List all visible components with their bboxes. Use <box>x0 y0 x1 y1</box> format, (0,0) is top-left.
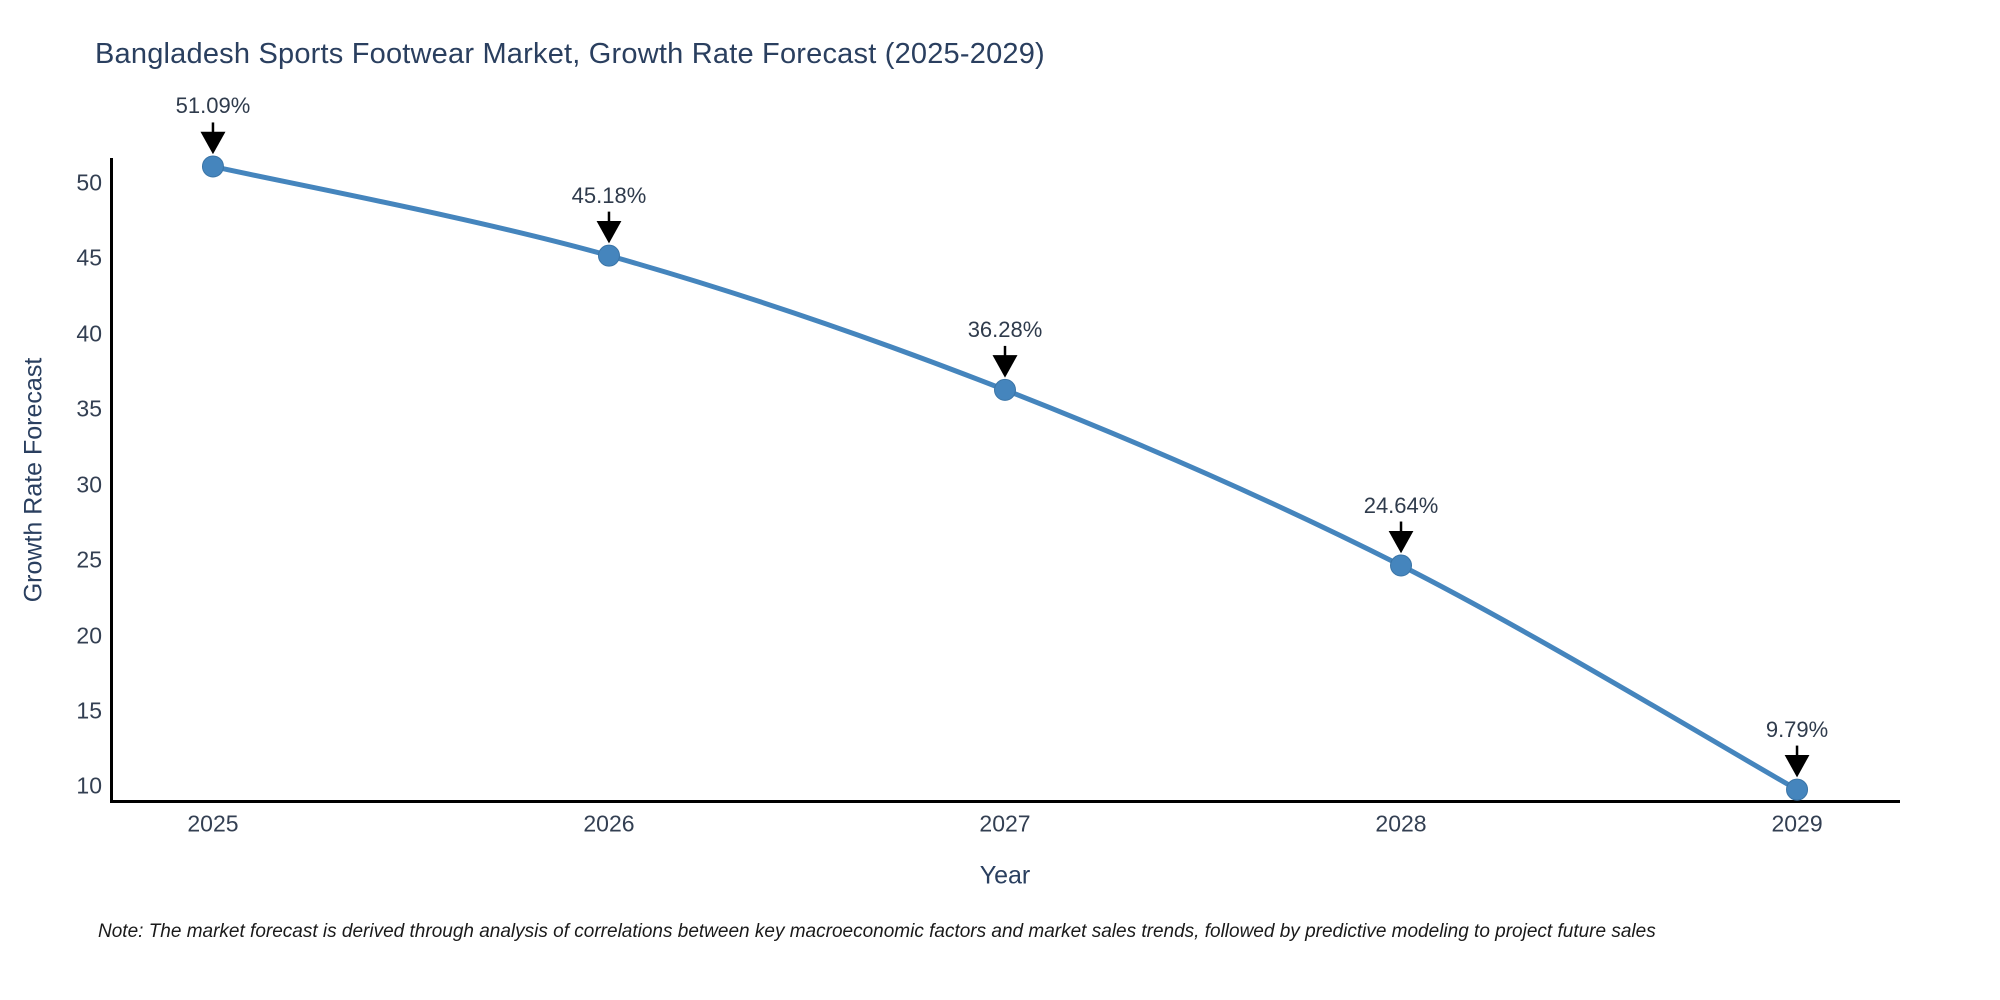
y-tick-label-10: 10 <box>76 772 102 799</box>
annotation-label-2028: 24.64% <box>1363 492 1439 518</box>
x-tick-label-2028: 2028 <box>1375 810 1427 836</box>
y-tick-label-45: 45 <box>76 244 102 271</box>
x-tick-label-2025: 2025 <box>187 810 239 836</box>
y-tick-label-20: 20 <box>76 622 102 649</box>
annotation-label-2027: 36.28% <box>967 316 1043 342</box>
x-axis-title: Year <box>979 861 1031 890</box>
chart-title: Bangladesh Sports Footwear Market, Growt… <box>95 38 1045 70</box>
y-tick-label-40: 40 <box>76 320 102 347</box>
annotation-label-2029: 9.79% <box>1765 716 1829 742</box>
data-point-marker-2029 <box>1786 778 1809 801</box>
data-point-marker-2025 <box>201 155 224 178</box>
x-tick-label-2027: 2027 <box>979 810 1031 836</box>
y-tick-label-30: 30 <box>76 471 102 498</box>
x-tick-label-2026: 2026 <box>583 810 635 836</box>
y-tick-label-25: 25 <box>76 546 102 573</box>
y-tick-label-35: 35 <box>76 395 102 422</box>
data-point-marker-2026 <box>597 244 620 267</box>
x-tick-label-2029: 2029 <box>1771 810 1823 836</box>
data-point-marker-2027 <box>994 378 1016 401</box>
forecast-line-series <box>210 163 1800 793</box>
annotation-label-2026: 45.18% <box>571 182 647 208</box>
data-point-marker-2028 <box>1390 554 1413 577</box>
y-tick-label-50: 50 <box>76 169 102 196</box>
footnote: Note: The market forecast is derived thr… <box>98 921 1656 942</box>
y-tick-label-15: 15 <box>76 697 102 724</box>
annotation-label-2025: 51.09% <box>175 93 251 119</box>
